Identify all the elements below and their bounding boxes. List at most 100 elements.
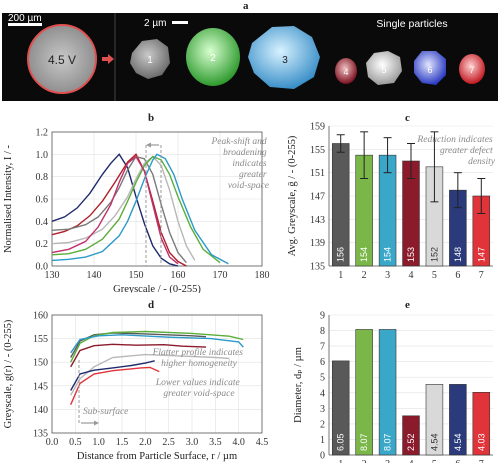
x-tick-3: 3	[385, 459, 390, 463]
panel-c-letter: c	[405, 112, 410, 124]
bar-value-label-7: 147	[476, 247, 486, 262]
y-tick-3: 0.6	[36, 195, 49, 206]
chart-b: 0.0 0.2 0.4 0.6 0.8 1.0 1.2 130 140 150 160 170 180 G…	[3, 128, 270, 294]
bar-2	[355, 329, 373, 456]
x-axis-label: Distance from Particle Surface, r / µm	[77, 451, 237, 462]
y-tick-7: 7	[320, 342, 325, 353]
y-tick-0: 135	[33, 429, 48, 440]
x-tick-6: 6	[455, 459, 460, 463]
y-tick-4: 0.8	[36, 172, 49, 183]
particle-4	[335, 58, 357, 84]
bar-value-label-4: 2.52	[406, 433, 416, 451]
y-tick-9: 9	[320, 311, 325, 322]
chart-e: 0 1 2 3 4 5 6 7 8 9 Diameter, dₚ / µm 1 2 3 4 5 6 7 6.05 8…	[293, 311, 493, 463]
bar-6	[449, 384, 467, 456]
bar-value-label-2: 8.07	[359, 433, 369, 451]
y-axis-label: Avg. Greyscale, ḡ / - (0-255)	[287, 135, 298, 256]
y-tick-4: 155	[33, 334, 48, 345]
particle-2-label: 2	[210, 53, 216, 64]
series-line-3	[51, 155, 187, 264]
y-tick-5: 160	[33, 311, 48, 322]
plot-frame	[51, 131, 263, 267]
y-tick-3: 147	[310, 192, 325, 203]
series-line-6	[51, 153, 229, 265]
annotation-d-2: Lower values indicate greater void-space	[155, 378, 242, 399]
peak-shift-arrowhead	[146, 142, 151, 148]
series-line-3	[70, 334, 244, 354]
y-tick-0: 135	[310, 262, 325, 273]
x-tick-1: 1	[338, 270, 343, 281]
panel-e-letter: e	[405, 299, 410, 311]
chart-b-axes: 0.0 0.2 0.4 0.6 0.8 1.0 1.2 130 140 150 160 170 180 G…	[3, 128, 270, 294]
panel-d-letter: d	[148, 299, 155, 311]
y-tick-8: 8	[320, 326, 325, 337]
x-tick-7: 7	[479, 270, 484, 281]
bar-4	[402, 415, 420, 456]
y-tick-5: 1.0	[36, 150, 49, 161]
y-tick-1: 139	[310, 238, 325, 249]
sub-surface-arrowhead	[94, 420, 99, 426]
y-tick-6: 159	[310, 122, 325, 133]
series-line-7	[51, 155, 179, 265]
annotation-c: Reduction indicates greater defect densi…	[416, 135, 495, 167]
bar-value-label-3: 154	[383, 247, 393, 262]
series-line-6	[70, 360, 155, 391]
y-tick-2: 143	[310, 215, 325, 226]
y-axis-label: Greyscale, g(r) / - (0-255)	[3, 319, 14, 428]
x-tick-7: 7	[479, 459, 484, 463]
y-tick-3: 150	[33, 358, 48, 369]
particle-6	[414, 51, 446, 85]
series-line-2	[51, 153, 187, 267]
series-line-2	[70, 330, 244, 363]
panel-a-letter: a	[243, 0, 249, 12]
y-tick-1: 1	[320, 435, 325, 446]
chart-d-axes: 135 140 145 150 155 160 0.0 0.5 1.0 1.5 2.0 2.5 3.0 3…	[3, 311, 268, 463]
y-tick-1: 0.2	[36, 239, 49, 250]
bar-value-label-6: 148	[453, 247, 463, 262]
bar-value-label-6: 4.54	[453, 433, 463, 451]
single-particles-label: Single particles	[376, 18, 447, 30]
x-tick-2: 150	[129, 270, 144, 281]
scale-bar-right	[172, 21, 188, 24]
x-tick-3: 1.5	[116, 437, 129, 448]
bar-7	[472, 392, 491, 456]
series-line-7	[70, 366, 160, 405]
chart-c-bars: 156 154 154 153 152 148 147	[331, 131, 491, 267]
y-tick-2: 0.4	[36, 217, 49, 228]
chart-e-bars: 6.05 8.07 8.07 2.52 4.54 4.54 4.03	[331, 329, 491, 456]
x-tick-1: 1	[338, 459, 343, 463]
y-tick-2: 145	[33, 381, 48, 392]
y-tick-0: 0.0	[36, 262, 49, 273]
particle-7	[459, 54, 485, 84]
particle-1-label: 1	[147, 55, 153, 66]
x-tick-6: 3.0	[186, 437, 199, 448]
x-tick-5: 5	[432, 459, 437, 463]
particle-4-label: 4	[343, 67, 348, 77]
x-tick-2: 1.0	[92, 437, 105, 448]
bar-value-label-1: 156	[336, 247, 346, 262]
x-tick-6: 6	[455, 270, 460, 281]
x-tick-5: 2.5	[162, 437, 175, 448]
x-tick-3: 160	[171, 270, 186, 281]
chart-b-series	[51, 153, 229, 267]
x-tick-1: 140	[87, 270, 102, 281]
electrode-overview	[27, 24, 97, 94]
y-tick-4: 151	[310, 168, 325, 179]
series-line-5	[70, 353, 230, 396]
x-tick-4: 4	[409, 459, 414, 463]
series-line-4	[51, 155, 196, 261]
bar-value-label-7: 4.03	[476, 433, 486, 451]
particle-1	[130, 39, 170, 79]
bar-value-label-4: 153	[406, 247, 416, 262]
y-tick-6: 1.2	[36, 128, 49, 139]
series-line-4	[70, 343, 207, 368]
particle-images: 4.5 V 200 µm 2 µm Single particles 1 2 3…	[2, 13, 498, 101]
bar-value-label-3: 8.07	[383, 433, 393, 451]
particle-3	[248, 26, 320, 89]
particle-3-label: 3	[282, 55, 288, 66]
particle-2	[186, 28, 240, 86]
y-tick-3: 3	[320, 404, 325, 415]
series-line-1	[51, 153, 179, 267]
y-tick-0: 0	[320, 451, 325, 462]
